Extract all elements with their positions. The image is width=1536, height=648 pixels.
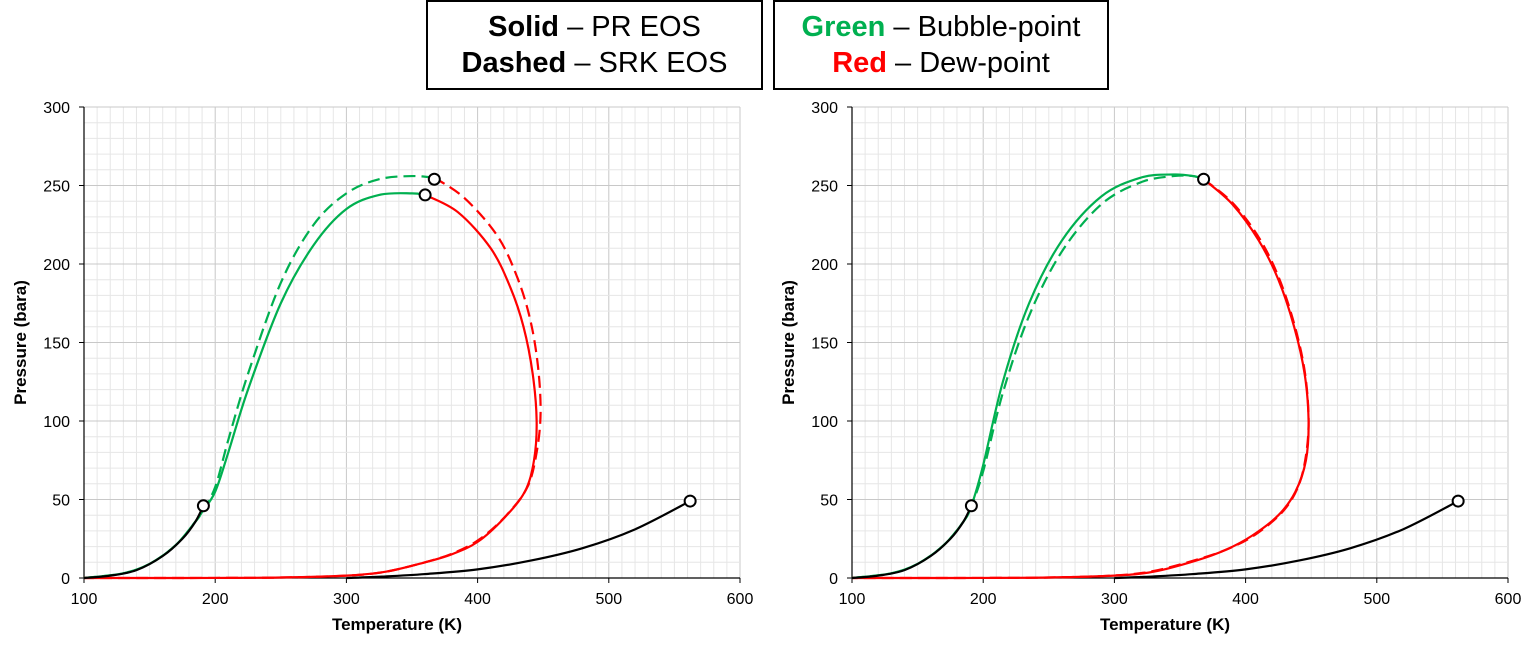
y-tick-label: 0 — [61, 571, 70, 588]
legend-key: Green — [801, 11, 886, 43]
y-tick-label: 300 — [811, 100, 838, 117]
x-tick-label: 300 — [1101, 591, 1128, 608]
y-axis-title: Pressure (bara) — [779, 280, 798, 405]
y-tick-label: 200 — [811, 257, 838, 274]
legend-separator: – — [886, 47, 920, 79]
x-tick-label: 400 — [1232, 591, 1259, 608]
y-tick-label: 250 — [43, 179, 70, 196]
line-style-legend: Solid – PR EOS Dashed – SRK EOS — [426, 0, 763, 90]
legend-separator: – — [566, 47, 599, 79]
y-tick-label: 150 — [811, 336, 838, 353]
data-point-marker — [1451, 494, 1465, 508]
x-axis-title: Temperature (K) — [1100, 615, 1230, 634]
x-tick-label: 600 — [1495, 591, 1522, 608]
x-tick-label: 200 — [202, 591, 229, 608]
data-point-marker — [196, 499, 210, 513]
series-dew-solid — [851, 178, 1310, 580]
y-tick-label: 100 — [811, 414, 838, 431]
x-axis-title: Temperature (K) — [332, 615, 462, 634]
x-tick-label: 600 — [727, 591, 754, 608]
legend-key: Red — [832, 47, 887, 79]
legend-key: Dashed — [461, 47, 567, 79]
legend-value: PR EOS — [591, 11, 701, 43]
y-tick-label: 100 — [43, 414, 70, 431]
line-color-legend: Green – Bubble-point Red – Dew-point — [773, 0, 1109, 90]
x-tick-label: 100 — [839, 591, 866, 608]
legend-key: Solid — [488, 11, 560, 43]
y-tick-label: 0 — [829, 571, 838, 588]
x-tick-label: 200 — [970, 591, 997, 608]
data-point-marker — [964, 499, 978, 513]
x-tick-label: 500 — [1363, 591, 1390, 608]
legend-value: Dew-point — [919, 47, 1050, 79]
y-tick-label: 200 — [43, 257, 70, 274]
data-point-marker — [418, 188, 432, 202]
chart-2: 100 200 300 400 500 600 0 50 100 150 200 250 300 Temp… — [779, 100, 1521, 634]
y-tick-label: 250 — [811, 179, 838, 196]
x-tick-label: 300 — [333, 591, 360, 608]
series-vapor-pressure-solid — [346, 500, 691, 580]
data-point-marker — [427, 172, 441, 186]
legend-entry-red: Red – Dew-point — [832, 45, 1050, 81]
x-tick-label: 100 — [71, 591, 98, 608]
legend-separator: – — [885, 11, 918, 43]
y-tick-label: 50 — [52, 493, 70, 510]
series-dew-solid — [83, 193, 538, 580]
series-dew-dashed — [83, 176, 542, 580]
y-tick-label: 150 — [43, 336, 70, 353]
y-tick-label: 300 — [43, 100, 70, 117]
series-vapor-pressure-solid — [83, 505, 205, 580]
plot-grid — [851, 106, 1509, 579]
legend-entry-solid: Solid – PR EOS — [488, 9, 701, 45]
legend-separator: – — [559, 11, 592, 43]
x-tick-label: 500 — [595, 591, 622, 608]
data-point-marker — [1197, 172, 1211, 186]
plot-grid — [83, 106, 741, 579]
chart-1: 100 200 300 400 500 600 0 50 100 150 200 250 300 Temp… — [11, 100, 753, 634]
legend-value: SRK EOS — [598, 47, 728, 79]
legend-entry-green: Green – Bubble-point — [802, 9, 1081, 45]
series-dew-dashed — [851, 178, 1310, 580]
series-vapor-pressure-solid — [851, 505, 973, 580]
legend-entry-dashed: Dashed – SRK EOS — [462, 45, 728, 81]
legend-value: Bubble-point — [917, 11, 1081, 43]
y-axis-title: Pressure (bara) — [11, 280, 30, 405]
y-tick-label: 50 — [820, 493, 838, 510]
series-vapor-pressure-solid — [1114, 500, 1459, 580]
data-point-marker — [683, 494, 697, 508]
x-tick-label: 400 — [464, 591, 491, 608]
